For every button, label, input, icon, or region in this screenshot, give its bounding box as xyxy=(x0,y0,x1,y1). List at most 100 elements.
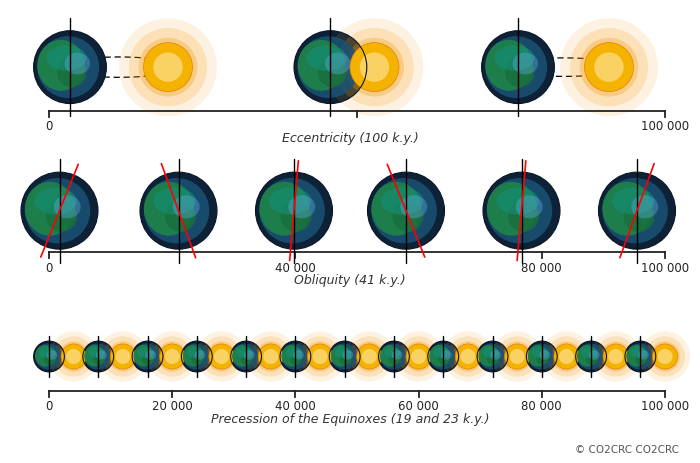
Ellipse shape xyxy=(269,188,312,214)
Ellipse shape xyxy=(482,31,554,104)
Ellipse shape xyxy=(441,350,452,360)
Ellipse shape xyxy=(508,201,539,232)
Ellipse shape xyxy=(589,350,599,360)
Ellipse shape xyxy=(393,201,424,232)
Ellipse shape xyxy=(326,18,424,116)
Ellipse shape xyxy=(25,178,90,244)
Ellipse shape xyxy=(83,341,113,372)
Ellipse shape xyxy=(318,58,346,87)
Ellipse shape xyxy=(497,336,538,377)
Ellipse shape xyxy=(483,172,560,249)
Ellipse shape xyxy=(295,332,345,382)
Ellipse shape xyxy=(554,344,579,369)
Ellipse shape xyxy=(496,188,539,214)
Ellipse shape xyxy=(429,345,449,367)
Ellipse shape xyxy=(34,31,106,104)
Ellipse shape xyxy=(280,341,311,372)
Ellipse shape xyxy=(298,36,360,98)
Ellipse shape xyxy=(25,182,75,236)
Ellipse shape xyxy=(398,336,439,377)
Ellipse shape xyxy=(21,172,98,249)
Ellipse shape xyxy=(137,347,155,358)
Ellipse shape xyxy=(46,201,77,232)
Ellipse shape xyxy=(516,195,542,219)
Ellipse shape xyxy=(294,31,367,104)
Ellipse shape xyxy=(625,341,656,372)
Ellipse shape xyxy=(231,341,262,372)
Ellipse shape xyxy=(35,344,62,369)
Ellipse shape xyxy=(581,347,598,358)
Ellipse shape xyxy=(66,349,81,364)
Ellipse shape xyxy=(298,40,345,91)
Ellipse shape xyxy=(485,40,533,91)
Ellipse shape xyxy=(645,336,685,377)
Ellipse shape xyxy=(153,52,183,82)
Ellipse shape xyxy=(340,353,351,365)
Ellipse shape xyxy=(160,344,185,369)
Ellipse shape xyxy=(601,341,631,372)
Ellipse shape xyxy=(540,350,550,360)
Text: © CO2CRC CO2CRC: © CO2CRC CO2CRC xyxy=(575,444,679,455)
Ellipse shape xyxy=(624,201,655,232)
Ellipse shape xyxy=(345,38,404,96)
Ellipse shape xyxy=(528,344,554,369)
Ellipse shape xyxy=(209,344,234,369)
Ellipse shape xyxy=(307,344,332,369)
Ellipse shape xyxy=(354,341,384,372)
Ellipse shape xyxy=(331,345,351,367)
Text: 100 000: 100 000 xyxy=(641,262,689,275)
Ellipse shape xyxy=(335,347,351,358)
Ellipse shape xyxy=(487,353,500,365)
Ellipse shape xyxy=(448,336,488,377)
Ellipse shape xyxy=(144,43,193,92)
Ellipse shape xyxy=(384,347,401,358)
Ellipse shape xyxy=(486,182,537,236)
Ellipse shape xyxy=(357,344,382,369)
Ellipse shape xyxy=(39,347,56,358)
Ellipse shape xyxy=(98,332,148,382)
Ellipse shape xyxy=(144,178,209,244)
Text: 80 000: 80 000 xyxy=(522,400,562,413)
Ellipse shape xyxy=(635,353,648,365)
Ellipse shape xyxy=(331,344,357,369)
Ellipse shape xyxy=(442,332,493,382)
Ellipse shape xyxy=(400,195,427,219)
Ellipse shape xyxy=(453,341,483,372)
Ellipse shape xyxy=(183,344,209,369)
Ellipse shape xyxy=(403,341,434,372)
Ellipse shape xyxy=(134,344,160,369)
Ellipse shape xyxy=(187,347,204,358)
Ellipse shape xyxy=(602,178,668,244)
Ellipse shape xyxy=(88,347,105,358)
Ellipse shape xyxy=(35,345,55,367)
Ellipse shape xyxy=(34,188,77,214)
Ellipse shape xyxy=(626,345,647,367)
Ellipse shape xyxy=(494,45,534,71)
Ellipse shape xyxy=(164,349,180,364)
Ellipse shape xyxy=(584,43,634,92)
Ellipse shape xyxy=(428,341,458,372)
Ellipse shape xyxy=(43,353,56,365)
Ellipse shape xyxy=(108,341,138,372)
Ellipse shape xyxy=(631,195,658,219)
Ellipse shape xyxy=(286,347,302,358)
Ellipse shape xyxy=(406,344,431,369)
Ellipse shape xyxy=(570,28,648,106)
Ellipse shape xyxy=(258,344,284,369)
Ellipse shape xyxy=(598,172,676,249)
Ellipse shape xyxy=(393,332,444,382)
Ellipse shape xyxy=(368,172,444,249)
Ellipse shape xyxy=(541,332,592,382)
Ellipse shape xyxy=(241,353,253,365)
Ellipse shape xyxy=(191,353,204,365)
Text: 60 000: 60 000 xyxy=(398,400,439,413)
Ellipse shape xyxy=(147,332,197,382)
Ellipse shape xyxy=(657,349,673,364)
Ellipse shape xyxy=(290,353,302,365)
Ellipse shape xyxy=(325,53,351,75)
Ellipse shape xyxy=(157,341,188,372)
Ellipse shape xyxy=(640,332,690,382)
Ellipse shape xyxy=(479,345,498,367)
Ellipse shape xyxy=(256,341,286,372)
Ellipse shape xyxy=(214,349,229,364)
